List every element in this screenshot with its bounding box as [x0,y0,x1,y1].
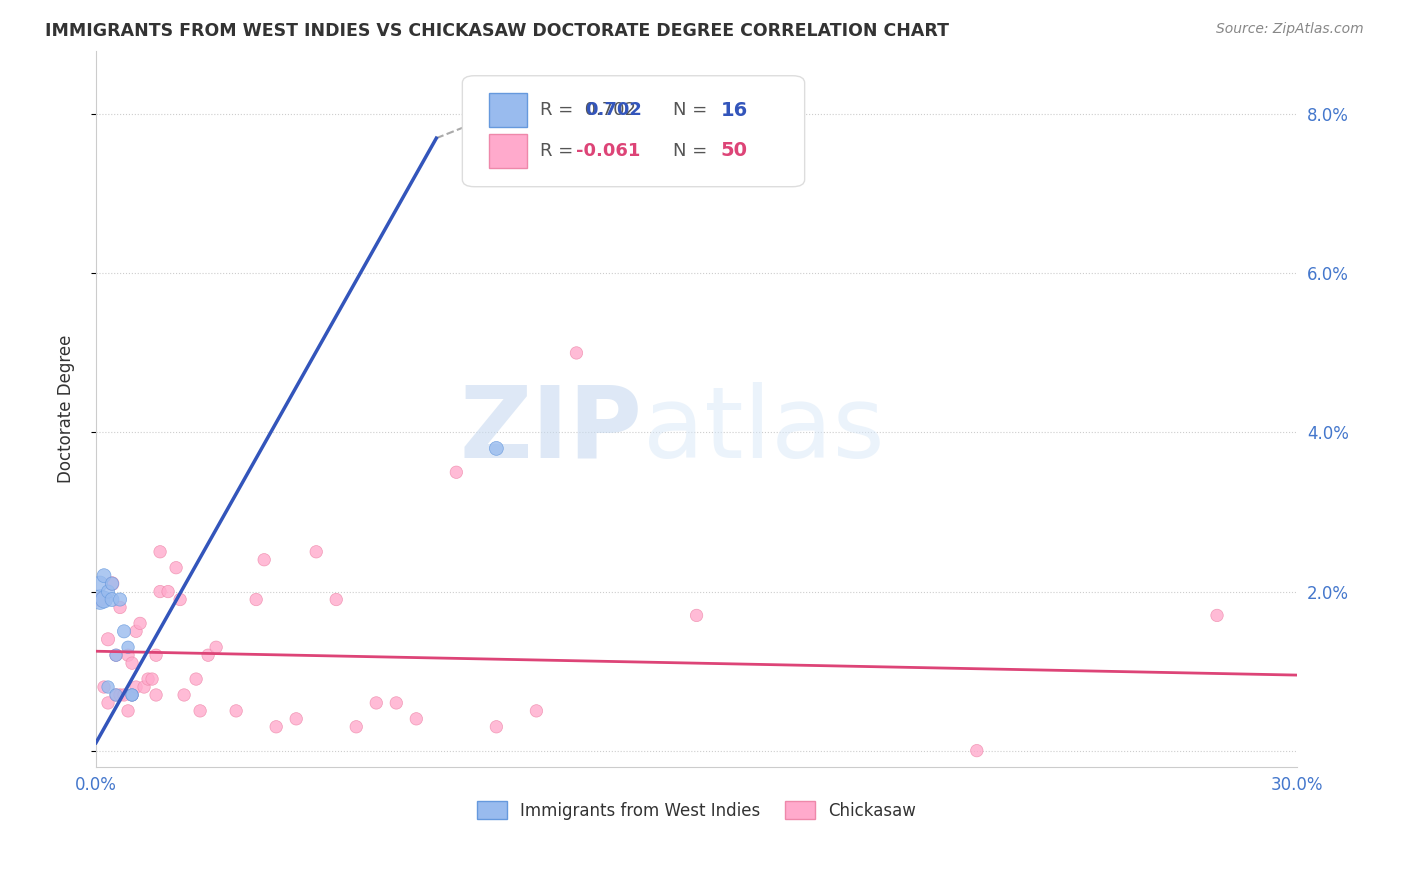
Point [149,545,172,559]
Point [121,656,143,670]
Text: 0.702: 0.702 [585,101,641,120]
Text: 16: 16 [721,101,748,120]
Point [129,616,152,631]
Point [149,584,172,599]
Legend: Immigrants from West Indies, Chickasaw: Immigrants from West Indies, Chickasaw [470,794,924,826]
Point [305,545,328,559]
Point [108,688,131,702]
Point [112,624,135,639]
Point [93,568,115,582]
Point [121,688,143,702]
Point [325,592,347,607]
Point [89,576,111,591]
Point [145,648,167,663]
Point [485,720,508,734]
Point [125,680,148,694]
Point [184,672,207,686]
Text: N =: N = [672,101,713,120]
Point [173,688,195,702]
Point [285,712,308,726]
Point [385,696,408,710]
Point [225,704,247,718]
Point [446,465,468,479]
Point [253,553,276,567]
Text: N =: N = [672,142,713,160]
Point [188,704,211,718]
Point [1206,608,1229,623]
Point [89,592,111,607]
Point [121,688,143,702]
Text: 50: 50 [721,142,748,161]
Point [93,592,115,607]
Point [157,584,180,599]
Point [405,712,427,726]
Point [112,688,135,702]
Point [101,576,124,591]
Bar [489,93,527,128]
Point [97,696,120,710]
Point [97,632,120,647]
Text: ZIP: ZIP [460,382,643,479]
Text: R =  0.702: R = 0.702 [540,101,637,120]
Point [97,680,120,694]
Point [169,592,191,607]
Point [526,704,548,718]
Point [105,688,128,702]
Point [105,688,128,702]
Point [97,584,120,599]
Point [132,680,155,694]
Point [108,600,131,615]
FancyBboxPatch shape [463,76,804,186]
Point [565,346,588,360]
Point [105,648,128,663]
Point [245,592,267,607]
Point [125,624,148,639]
Point [264,720,287,734]
Point [117,640,139,655]
Text: Source: ZipAtlas.com: Source: ZipAtlas.com [1216,22,1364,37]
Point [165,560,187,574]
Point [485,442,508,456]
Point [136,672,159,686]
Text: atlas: atlas [643,382,884,479]
Point [344,720,367,734]
Point [105,648,128,663]
Point [121,688,143,702]
Point [101,592,124,607]
Point [108,592,131,607]
Point [141,672,163,686]
Point [145,688,167,702]
Text: IMMIGRANTS FROM WEST INDIES VS CHICKASAW DOCTORATE DEGREE CORRELATION CHART: IMMIGRANTS FROM WEST INDIES VS CHICKASAW… [45,22,949,40]
Text: -0.061: -0.061 [576,142,641,160]
Y-axis label: Doctorate Degree: Doctorate Degree [58,334,75,483]
Point [366,696,388,710]
Point [93,680,115,694]
Point [197,648,219,663]
Point [117,704,139,718]
Point [89,592,111,607]
Text: R =: R = [540,142,579,160]
Bar [489,134,527,168]
Point [205,640,228,655]
Point [117,648,139,663]
Point [101,576,124,591]
Point [966,744,988,758]
Point [685,608,707,623]
